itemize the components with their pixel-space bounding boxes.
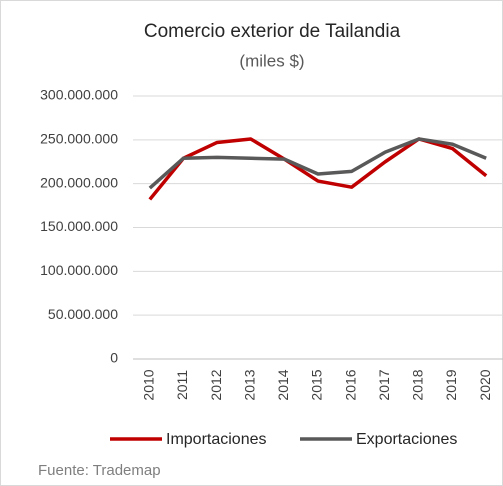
x-tick-label: 2016 [342,369,358,400]
x-tick-label: 2014 [275,369,291,400]
x-tick-label: 2019 [443,369,459,400]
x-tick-label: 2012 [208,369,224,400]
x-tick-label: 2011 [174,370,190,400]
y-tick-label: 50.000.000 [48,306,118,322]
y-tick-label: 300.000.000 [40,87,118,103]
x-tick-label: 2018 [410,369,426,400]
chart-subtitle: (miles $) [239,51,304,70]
legend-label: Exportaciones [356,431,457,448]
x-tick-label: 2013 [241,369,257,400]
y-tick-label: 0 [110,350,118,366]
x-tick-label: 2020 [477,369,493,400]
chart-title: Comercio exterior de Tailandia [144,21,401,42]
y-tick-label: 200.000.000 [40,174,118,190]
x-tick-label: 2017 [376,369,392,400]
y-tick-label: 100.000.000 [40,262,118,278]
series-line [148,137,487,190]
x-tick-label: 2010 [141,369,157,400]
legend-label: Importaciones [166,431,267,448]
y-tick-label: 150.000.000 [40,218,118,234]
y-tick-label: 250.000.000 [40,131,118,147]
x-tick-label: 2015 [309,369,325,400]
source-note: Fuente: Trademap [38,462,161,479]
